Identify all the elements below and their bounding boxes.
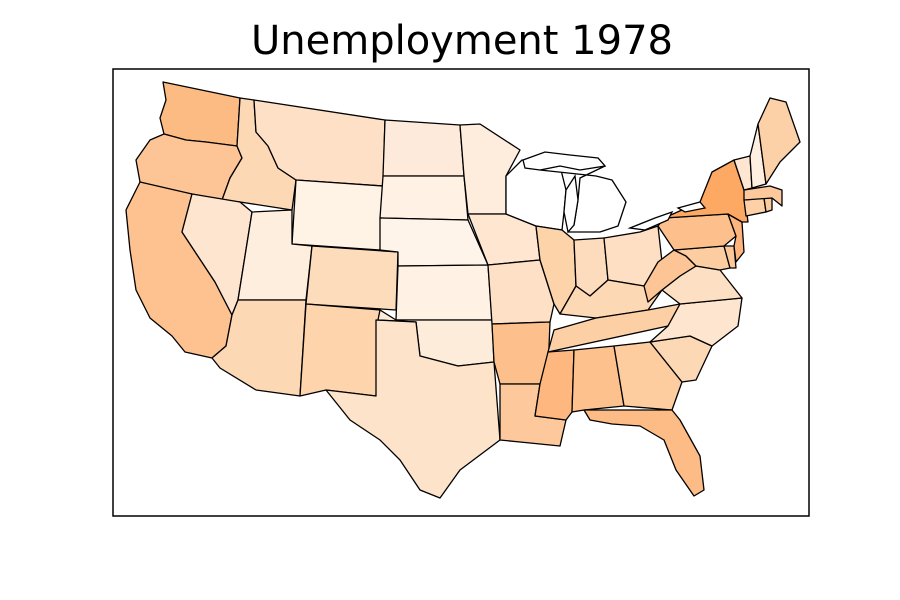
state-georgia: [613, 341, 683, 411]
state-alabama: [571, 345, 625, 413]
state-texas: [325, 319, 501, 499]
lake-michigan: [563, 174, 579, 234]
lake-superior: [522, 151, 607, 171]
state-florida: [583, 409, 705, 497]
state-rhode-island: [763, 197, 773, 213]
state-wyoming: [291, 179, 384, 251]
state-pennsylvania: [657, 213, 737, 251]
state-maine: [757, 97, 801, 185]
state-massachusetts: [743, 185, 783, 207]
map-frame: [112, 68, 810, 517]
state-south-dakota: [379, 175, 469, 221]
great-lakes: [522, 151, 707, 234]
state-new-york: [663, 159, 749, 223]
chart-title: Unemployment 1978: [251, 18, 673, 64]
lake-ontario: [676, 201, 707, 213]
state-north-dakota: [382, 119, 465, 177]
state-missouri: [487, 259, 555, 325]
state-arkansas: [491, 321, 551, 385]
lake-erie: [627, 210, 674, 231]
state-connecticut: [743, 197, 767, 217]
state-kansas: [395, 264, 493, 321]
state-delaware: [723, 245, 737, 269]
state-new-mexico: [299, 303, 381, 397]
state-colorado: [305, 245, 399, 311]
